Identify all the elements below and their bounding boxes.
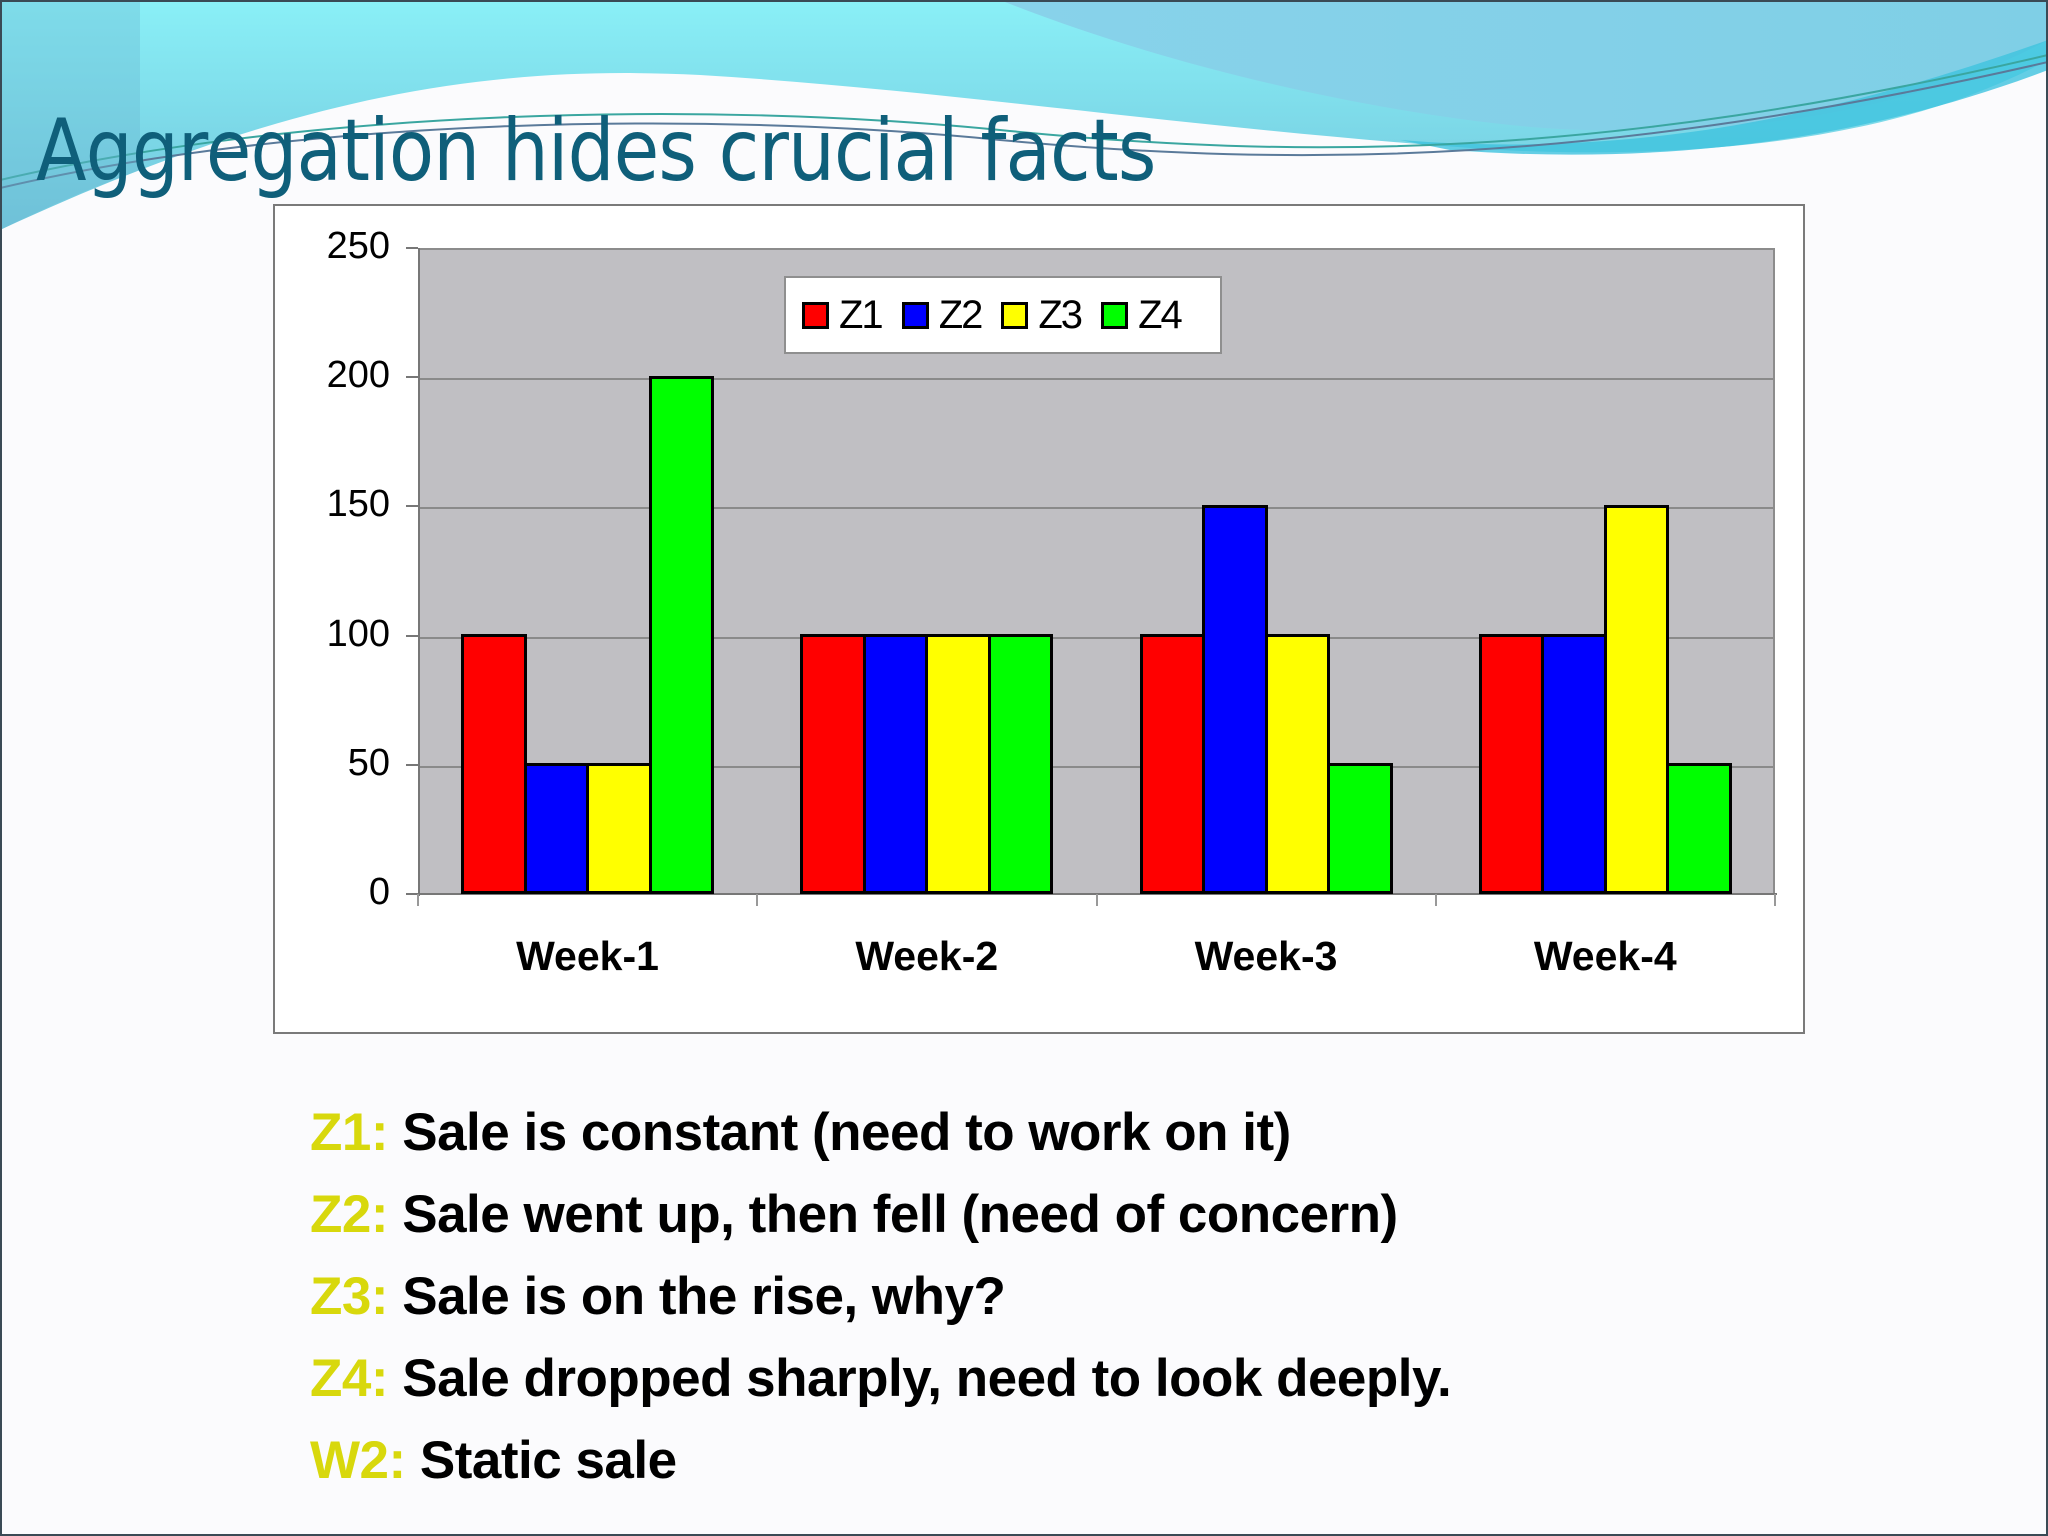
bar-z1-week-2: [800, 634, 866, 894]
y-tick-label: 200: [326, 354, 390, 397]
note-key: W2:: [310, 1431, 406, 1490]
x-tick-mark: [1774, 894, 1776, 906]
bar-z2-week-1: [523, 763, 590, 894]
bar-z2-week-3: [1202, 504, 1268, 894]
bar-z4-week-1: [648, 375, 715, 894]
bar-z3-week-1: [586, 763, 652, 894]
note-item: W2: Static sale: [310, 1420, 1451, 1502]
note-text: Sale went up, then fell (need of concern…: [402, 1185, 1398, 1244]
x-tick-mark: [1095, 894, 1098, 906]
x-tick-mark: [1434, 894, 1437, 906]
legend-swatch-icon: [802, 301, 829, 329]
note-text: Sale is on the rise, why?: [402, 1267, 1006, 1326]
legend-label: Z2: [938, 293, 984, 337]
legend-swatch-icon: [1101, 301, 1129, 329]
note-key: Z4:: [310, 1349, 389, 1408]
legend-item-z3: Z3: [1001, 293, 1083, 337]
header-wave-decoration: [0, 0, 2048, 230]
x-tick-label: Week-2: [855, 933, 999, 979]
y-tick-mark: [406, 376, 418, 379]
chart-legend: Z1 Z2 Z3 Z4: [784, 276, 1222, 354]
y-tick-mark: [406, 505, 418, 508]
bar-z2-week-2: [862, 634, 929, 894]
x-tick-mark: [417, 894, 419, 906]
gridline: [418, 765, 1773, 768]
bar-z4-week-2: [987, 634, 1054, 894]
y-axis: [418, 248, 420, 896]
gridline: [418, 507, 1773, 510]
note-key: Z2:: [310, 1185, 389, 1244]
y-tick-mark: [406, 247, 418, 249]
y-tick-mark: [406, 763, 418, 766]
y-tick-mark: [406, 634, 418, 637]
legend-item-z2: Z2: [901, 293, 984, 337]
bar-z1-week-1: [461, 634, 527, 894]
bar-z2-week-4: [1541, 634, 1607, 894]
note-item: Z2: Sale went up, then fell (need of con…: [310, 1174, 1451, 1256]
x-tick-label: Week-4: [1533, 933, 1677, 979]
note-item: Z1: Sale is constant (need to work on it…: [310, 1092, 1451, 1174]
legend-label: Z1: [839, 293, 884, 337]
note-key: Z1:: [310, 1103, 389, 1162]
note-item: Z3: Sale is on the rise, why?: [310, 1256, 1451, 1338]
y-tick-label: 250: [326, 225, 390, 267]
y-tick-mark: [406, 893, 418, 895]
gridline: [418, 378, 1773, 381]
legend-item-z1: Z1: [802, 293, 884, 337]
legend-item-z4: Z4: [1101, 293, 1183, 337]
x-tick-label: Week-1: [516, 933, 659, 979]
x-tick-label: Week-3: [1194, 933, 1338, 979]
y-tick-label: 50: [347, 741, 390, 784]
gridline: [418, 636, 1773, 639]
legend-label: Z3: [1038, 293, 1083, 337]
slide-title: Aggregation hides crucial facts: [36, 101, 1156, 201]
x-tick-mark: [756, 894, 759, 906]
y-tick-label: 0: [368, 871, 390, 913]
note-text: Sale dropped sharply, need to look deepl…: [402, 1349, 1452, 1408]
y-tick-label: 100: [326, 612, 390, 655]
bar-z3-week-4: [1603, 504, 1670, 894]
bar-z1-week-4: [1478, 634, 1545, 894]
bar-z1-week-3: [1139, 634, 1206, 894]
legend-label: Z4: [1138, 293, 1183, 337]
y-tick-label: 150: [326, 483, 390, 526]
note-item: Z4: Sale dropped sharply, need to look d…: [310, 1338, 1452, 1420]
bar-z4-week-4: [1666, 763, 1732, 894]
bar-z3-week-2: [925, 634, 991, 894]
x-axis: [406, 893, 1777, 895]
bar-z3-week-3: [1264, 634, 1331, 894]
legend-swatch-icon: [901, 301, 929, 329]
note-key: Z3:: [310, 1267, 389, 1326]
note-text: Sale is constant (need to work on it): [402, 1103, 1291, 1162]
note-text: Static sale: [419, 1431, 677, 1490]
legend-swatch-icon: [1001, 301, 1029, 329]
bar-z4-week-3: [1327, 763, 1393, 894]
notes-list: Z1: Sale is constant (need to work on it…: [310, 1092, 1452, 1502]
